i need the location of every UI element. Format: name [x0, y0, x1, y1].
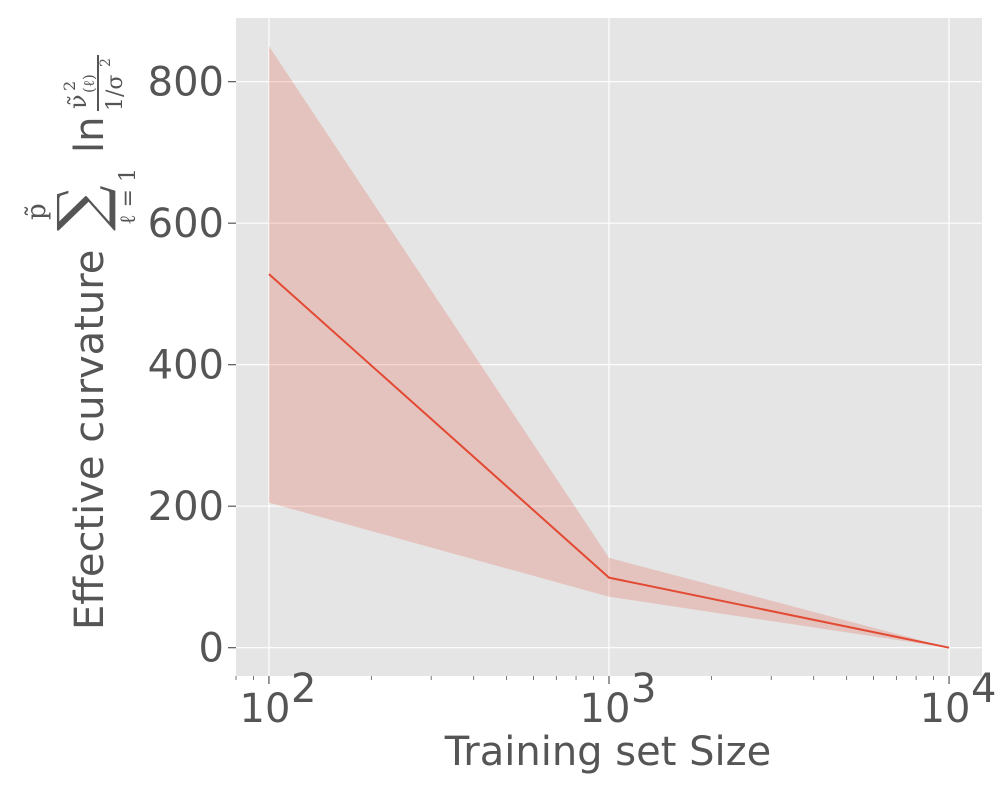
x-tick-label-exponent-2: 3: [631, 666, 656, 712]
x-axis-label: Training set Size: [444, 729, 772, 775]
fraction-numerator: ν̃: [64, 94, 92, 109]
fraction-denominator-superscript: 2: [98, 58, 114, 67]
fraction-numerator-superscript: 2: [60, 81, 79, 91]
x-tick-label-2: 10: [580, 686, 631, 732]
x-axis-ticks: 10 2 10 3 10 4: [235, 666, 996, 732]
y-tick-label-5: 800: [148, 60, 224, 106]
fraction-denominator: 1/σ: [103, 75, 128, 111]
y-tick-label-3: 400: [148, 343, 224, 389]
x-gridlines: [268, 18, 950, 676]
y-axis-ticks: 0 200 400 600 800: [148, 60, 236, 672]
y-gridlines: [236, 81, 982, 649]
x-tick-label-1: 10: [240, 686, 291, 732]
series-1-line: [268, 273, 950, 649]
y-tick-label-4: 600: [148, 201, 224, 247]
y-axis-label-formula: ℓ = 1 p̃ ∑ ln ν̃ 2 (ℓ) 1/σ 2: [22, 55, 141, 231]
ln-text: ln: [67, 117, 113, 153]
y-tick-label-2: 200: [148, 484, 224, 530]
sum-lower-limit: ℓ = 1: [116, 168, 141, 225]
sum-upper-limit: p̃: [22, 203, 52, 220]
y-axis-label: Effective curvature: [67, 250, 113, 630]
series-1-confidence-band: [268, 46, 950, 648]
x-tick-label-3: 10: [920, 686, 971, 732]
fraction-numerator-subscript: (ℓ): [80, 74, 98, 93]
sum-symbol: ∑: [45, 185, 119, 231]
x-tick-label-exponent-1: 2: [291, 666, 316, 712]
y-tick-label-1: 0: [199, 626, 224, 672]
x-tick-label-exponent-3: 4: [971, 666, 996, 712]
